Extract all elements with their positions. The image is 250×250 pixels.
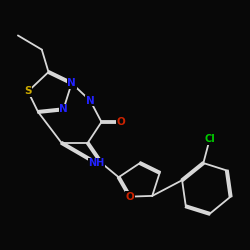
Text: S: S [24,86,32,97]
Text: N: N [59,104,68,114]
Text: NH: NH [88,158,104,168]
Text: O: O [126,192,134,202]
Text: N: N [86,96,95,106]
Text: N: N [67,78,76,88]
Text: Cl: Cl [204,134,215,144]
Text: O: O [117,117,126,127]
